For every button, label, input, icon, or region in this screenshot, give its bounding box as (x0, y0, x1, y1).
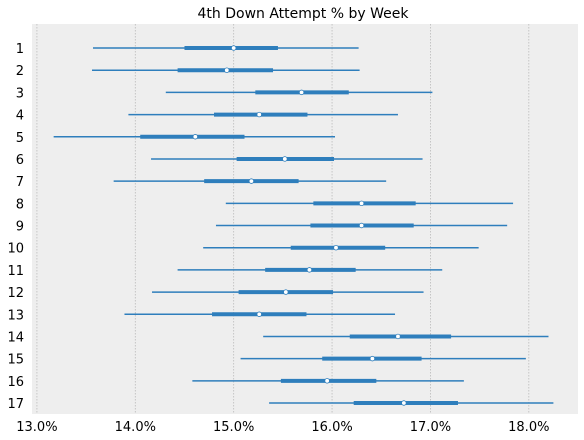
plot-background (32, 24, 578, 414)
median-point (395, 333, 401, 340)
forest-row (124, 311, 396, 317)
y-tick-label: 4 (16, 109, 24, 124)
y-tick-label: 7 (16, 175, 24, 190)
forest-row (269, 400, 554, 406)
median-point (230, 45, 237, 51)
x-tick-label: 15.0% (213, 420, 254, 435)
forest-row (53, 134, 336, 140)
median-point (333, 244, 339, 251)
y-tick-label: 1 (16, 42, 24, 57)
median-point (283, 289, 289, 295)
y-tick-label: 17 (7, 397, 24, 412)
x-tick-label: 13.0% (16, 420, 57, 435)
median-point (282, 156, 288, 162)
vertical-gridlines (36, 24, 530, 414)
forest-rows (53, 45, 554, 406)
median-point (248, 178, 255, 184)
forest-row (177, 267, 443, 273)
forest-row (225, 200, 514, 207)
median-point (256, 111, 262, 118)
y-tick-label: 8 (16, 197, 24, 212)
y-tick-label: 2 (16, 64, 24, 79)
median-point (358, 200, 365, 207)
x-tick-label: 18.0% (508, 420, 549, 435)
y-tick-label: 3 (16, 86, 24, 101)
forest-row (215, 222, 508, 229)
median-point (401, 400, 407, 406)
median-point (298, 89, 305, 96)
y-tick-label: 9 (16, 220, 24, 235)
median-point (324, 378, 330, 384)
median-point (256, 311, 262, 317)
forest-row (203, 244, 479, 251)
median-point (306, 267, 313, 273)
forest-row (92, 67, 360, 73)
y-tick-label: 6 (16, 153, 24, 168)
median-point (369, 355, 376, 362)
forest-row (151, 156, 423, 162)
forest-row (165, 89, 433, 96)
y-tick-label: 11 (7, 264, 24, 279)
chart-title: 4th Down Attempt % by Week (198, 6, 410, 22)
forest-row (192, 378, 464, 384)
y-tick-label: 12 (7, 286, 24, 301)
median-point (192, 134, 199, 140)
y-tick-label: 10 (7, 242, 24, 257)
forest-row (152, 289, 424, 295)
y-tick-label: 5 (16, 131, 24, 146)
forest-row (113, 178, 387, 184)
y-tick-label: 14 (7, 330, 24, 345)
x-tick-labels: 13.0% 14.0% 15.0% 16.0% 17.0% 18.0% (16, 420, 549, 435)
median-point (224, 67, 230, 73)
x-tick-label: 14.0% (115, 420, 156, 435)
y-tick-label: 15 (7, 353, 24, 368)
forest-row (240, 355, 526, 362)
y-tick-label: 16 (7, 375, 24, 390)
y-tick-label: 13 (7, 308, 24, 323)
x-tick-label: 16.0% (311, 420, 352, 435)
forest-row (263, 333, 549, 340)
forest-row (128, 111, 398, 118)
median-point (358, 222, 365, 229)
forest-row (92, 45, 359, 51)
x-tick-label: 17.0% (410, 420, 451, 435)
